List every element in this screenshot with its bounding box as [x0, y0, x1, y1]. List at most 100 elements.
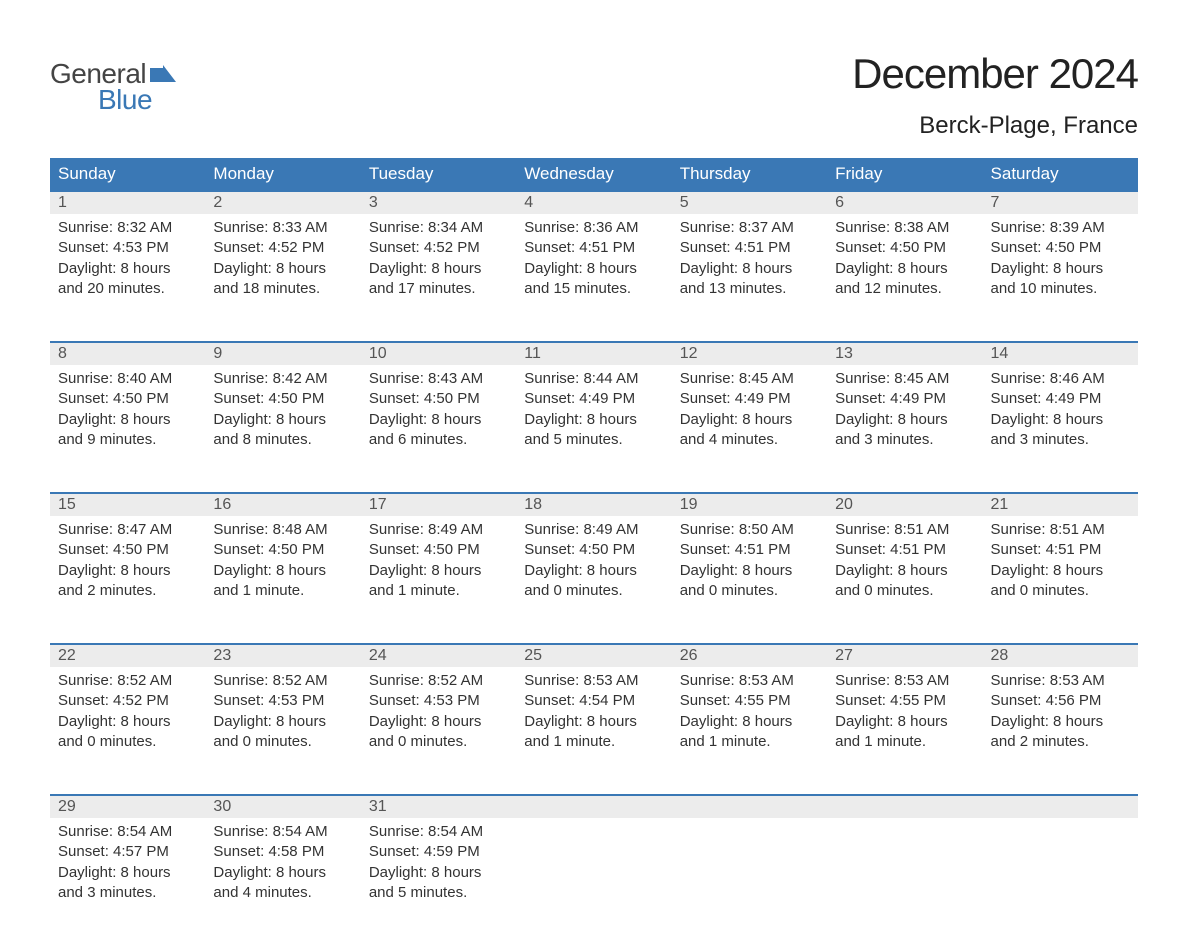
daylight-line1: Daylight: 8 hours: [369, 259, 508, 279]
daylight-line1: Daylight: 8 hours: [991, 712, 1130, 732]
sunrise-text: Sunrise: 8:52 AM: [213, 671, 352, 691]
day-number-cell: 17: [361, 493, 516, 516]
daylight-line1: Daylight: 8 hours: [835, 561, 974, 581]
daylight-line2: and 0 minutes.: [369, 732, 508, 752]
day-number-cell: 28: [983, 644, 1138, 667]
daylight-line1: Daylight: 8 hours: [369, 863, 508, 883]
day-cell: Sunrise: 8:50 AMSunset: 4:51 PMDaylight:…: [672, 516, 827, 644]
day-cell: Sunrise: 8:32 AMSunset: 4:53 PMDaylight:…: [50, 214, 205, 342]
daylight-line2: and 4 minutes.: [213, 883, 352, 903]
daylight-line1: Daylight: 8 hours: [213, 259, 352, 279]
day-number-cell: 20: [827, 493, 982, 516]
flag-icon: [150, 65, 176, 88]
weekday-header: Wednesday: [516, 158, 671, 191]
daylight-line1: Daylight: 8 hours: [835, 259, 974, 279]
daylight-line2: and 1 minute.: [680, 732, 819, 752]
day-number-row: 15161718192021: [50, 493, 1138, 516]
daylight-line1: Daylight: 8 hours: [213, 410, 352, 430]
day-cell: Sunrise: 8:46 AMSunset: 4:49 PMDaylight:…: [983, 365, 1138, 493]
day-cell: Sunrise: 8:42 AMSunset: 4:50 PMDaylight:…: [205, 365, 360, 493]
day-cell: Sunrise: 8:34 AMSunset: 4:52 PMDaylight:…: [361, 214, 516, 342]
day-cell: Sunrise: 8:38 AMSunset: 4:50 PMDaylight:…: [827, 214, 982, 342]
day-number-cell: 29: [50, 795, 205, 818]
daylight-line2: and 2 minutes.: [991, 732, 1130, 752]
day-number-cell: 11: [516, 342, 671, 365]
day-number-cell: 10: [361, 342, 516, 365]
sunrise-text: Sunrise: 8:48 AM: [213, 520, 352, 540]
sunrise-text: Sunrise: 8:53 AM: [835, 671, 974, 691]
day-body: Sunrise: 8:40 AMSunset: 4:50 PMDaylight:…: [50, 365, 205, 450]
daylight-line2: and 1 minute.: [835, 732, 974, 752]
day-number-row: 1234567: [50, 191, 1138, 214]
daylight-line2: and 17 minutes.: [369, 279, 508, 299]
day-cell: Sunrise: 8:33 AMSunset: 4:52 PMDaylight:…: [205, 214, 360, 342]
day-body: Sunrise: 8:34 AMSunset: 4:52 PMDaylight:…: [361, 214, 516, 299]
day-number: 28: [991, 647, 1009, 664]
daylight-line2: and 1 minute.: [213, 581, 352, 601]
day-body: Sunrise: 8:39 AMSunset: 4:50 PMDaylight:…: [983, 214, 1138, 299]
sunrise-text: Sunrise: 8:54 AM: [369, 822, 508, 842]
sunrise-text: Sunrise: 8:50 AM: [680, 520, 819, 540]
weekday-header: Saturday: [983, 158, 1138, 191]
sunrise-text: Sunrise: 8:54 AM: [213, 822, 352, 842]
weekday-header: Sunday: [50, 158, 205, 191]
day-number-cell: 16: [205, 493, 360, 516]
location: Berck-Plage, France: [852, 112, 1138, 140]
day-number-cell: [827, 795, 982, 818]
sunset-text: Sunset: 4:52 PM: [213, 238, 352, 258]
sunrise-text: Sunrise: 8:49 AM: [369, 520, 508, 540]
sunrise-text: Sunrise: 8:53 AM: [991, 671, 1130, 691]
day-body: Sunrise: 8:51 AMSunset: 4:51 PMDaylight:…: [827, 516, 982, 601]
daylight-line2: and 5 minutes.: [524, 430, 663, 450]
daylight-line1: Daylight: 8 hours: [213, 561, 352, 581]
logo-text-bottom: Blue: [98, 84, 152, 116]
month-title: December 2024: [852, 50, 1138, 98]
day-number-cell: 24: [361, 644, 516, 667]
day-body: Sunrise: 8:52 AMSunset: 4:53 PMDaylight:…: [361, 667, 516, 752]
day-number: 27: [835, 647, 853, 664]
sunset-text: Sunset: 4:53 PM: [58, 238, 197, 258]
daylight-line1: Daylight: 8 hours: [369, 712, 508, 732]
day-cell: Sunrise: 8:37 AMSunset: 4:51 PMDaylight:…: [672, 214, 827, 342]
sunset-text: Sunset: 4:53 PM: [369, 691, 508, 711]
daylight-line2: and 18 minutes.: [213, 279, 352, 299]
sunrise-text: Sunrise: 8:38 AM: [835, 218, 974, 238]
day-cell: Sunrise: 8:51 AMSunset: 4:51 PMDaylight:…: [827, 516, 982, 644]
day-cell: [516, 818, 671, 946]
daylight-line1: Daylight: 8 hours: [680, 410, 819, 430]
daylight-line2: and 3 minutes.: [991, 430, 1130, 450]
day-cell: Sunrise: 8:47 AMSunset: 4:50 PMDaylight:…: [50, 516, 205, 644]
day-cell: Sunrise: 8:52 AMSunset: 4:52 PMDaylight:…: [50, 667, 205, 795]
day-body: Sunrise: 8:53 AMSunset: 4:55 PMDaylight:…: [672, 667, 827, 752]
day-number-cell: 6: [827, 191, 982, 214]
daylight-line1: Daylight: 8 hours: [524, 712, 663, 732]
day-number: 19: [680, 496, 698, 513]
daylight-line1: Daylight: 8 hours: [524, 259, 663, 279]
weekday-header: Monday: [205, 158, 360, 191]
day-body: Sunrise: 8:51 AMSunset: 4:51 PMDaylight:…: [983, 516, 1138, 601]
day-number-cell: 1: [50, 191, 205, 214]
day-number-cell: 22: [50, 644, 205, 667]
sunrise-text: Sunrise: 8:39 AM: [991, 218, 1130, 238]
day-number-cell: [983, 795, 1138, 818]
day-number: 3: [369, 194, 378, 211]
day-body: Sunrise: 8:53 AMSunset: 4:56 PMDaylight:…: [983, 667, 1138, 752]
sunrise-text: Sunrise: 8:54 AM: [58, 822, 197, 842]
daylight-line1: Daylight: 8 hours: [58, 410, 197, 430]
title-block: December 2024 Berck-Plage, France: [852, 50, 1138, 140]
daylight-line1: Daylight: 8 hours: [58, 863, 197, 883]
day-number: 23: [213, 647, 231, 664]
day-number: 8: [58, 345, 67, 362]
day-body: Sunrise: 8:54 AMSunset: 4:57 PMDaylight:…: [50, 818, 205, 903]
day-number-row: 293031: [50, 795, 1138, 818]
daylight-line2: and 3 minutes.: [835, 430, 974, 450]
sunset-text: Sunset: 4:55 PM: [835, 691, 974, 711]
daylight-line1: Daylight: 8 hours: [524, 410, 663, 430]
daylight-line2: and 4 minutes.: [680, 430, 819, 450]
daylight-line2: and 0 minutes.: [58, 732, 197, 752]
daylight-line2: and 13 minutes.: [680, 279, 819, 299]
sunset-text: Sunset: 4:50 PM: [369, 540, 508, 560]
day-number: 16: [213, 496, 231, 513]
daylight-line1: Daylight: 8 hours: [213, 863, 352, 883]
sunset-text: Sunset: 4:52 PM: [369, 238, 508, 258]
